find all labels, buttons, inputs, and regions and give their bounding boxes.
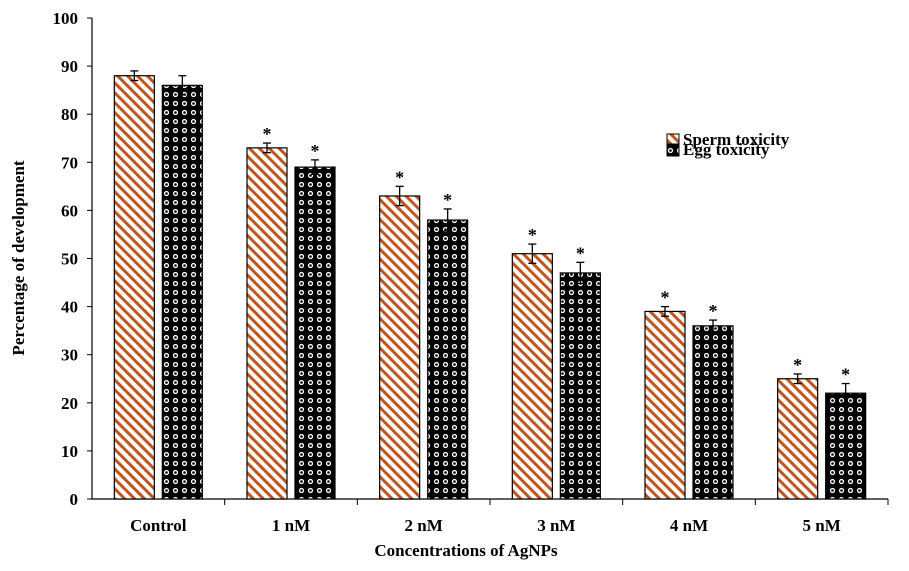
significance-marker: * xyxy=(263,124,272,144)
y-tick-label: 90 xyxy=(61,57,78,76)
bar-sperm xyxy=(511,253,553,500)
legend-label-egg: Egg toxicity xyxy=(683,140,770,159)
y-tick-label: 30 xyxy=(61,346,78,365)
x-tick-label: Control xyxy=(130,516,187,535)
bar-egg xyxy=(559,272,601,500)
x-axis-label: Concentrations of AgNPs xyxy=(374,541,558,560)
y-tick-label: 60 xyxy=(61,201,78,220)
y-tick-label: 80 xyxy=(61,105,78,124)
legend-label-sperm: Sperm toxicity xyxy=(683,130,790,149)
bar-sperm xyxy=(644,310,686,500)
y-tick-label: 0 xyxy=(70,490,79,509)
bar-sperm xyxy=(379,195,421,500)
y-tick-label: 70 xyxy=(61,153,78,172)
bar-egg xyxy=(825,392,867,500)
significance-marker: * xyxy=(395,167,404,187)
significance-marker: * xyxy=(841,365,850,385)
ticks-group: 0 10 20 30 40 50 60 70 80 90 100 Control 1 nM 2 nM 3 n… xyxy=(53,9,889,535)
bar-sperm xyxy=(113,75,155,500)
bar-sperm xyxy=(246,147,288,500)
y-tick-label: 20 xyxy=(61,394,78,413)
y-tick-label: 100 xyxy=(53,9,79,28)
significance-marker: * xyxy=(528,225,537,245)
significance-marker: * xyxy=(793,355,802,375)
y-tick-label: 10 xyxy=(61,442,78,461)
legend: Sperm toxicity Egg toxicity xyxy=(666,130,790,159)
x-tick-label: 2 nM xyxy=(405,516,443,535)
bar-egg xyxy=(427,219,469,500)
bar-egg xyxy=(294,166,336,500)
legend-swatch-egg xyxy=(666,143,680,157)
axes xyxy=(91,18,888,500)
x-tick-label: 5 nM xyxy=(803,516,841,535)
bar-sperm xyxy=(777,378,819,500)
x-tick-label: 1 nM xyxy=(272,516,310,535)
significance-marker: * xyxy=(311,141,320,161)
y-axis-label: Percentage of development xyxy=(9,160,28,355)
y-tick-label: 40 xyxy=(61,298,78,317)
significance-marker: * xyxy=(576,243,585,263)
significance-marker: * xyxy=(709,301,718,321)
significance-marker: * xyxy=(443,190,452,210)
significance-marker: * xyxy=(661,288,670,308)
y-tick-label: 50 xyxy=(61,250,78,269)
bars-group: * * * * * * * * * * xyxy=(113,70,867,500)
x-tick-label: 3 nM xyxy=(537,516,575,535)
bar-egg xyxy=(692,325,734,500)
bar-egg xyxy=(161,84,203,500)
x-tick-label: 4 nM xyxy=(670,516,708,535)
